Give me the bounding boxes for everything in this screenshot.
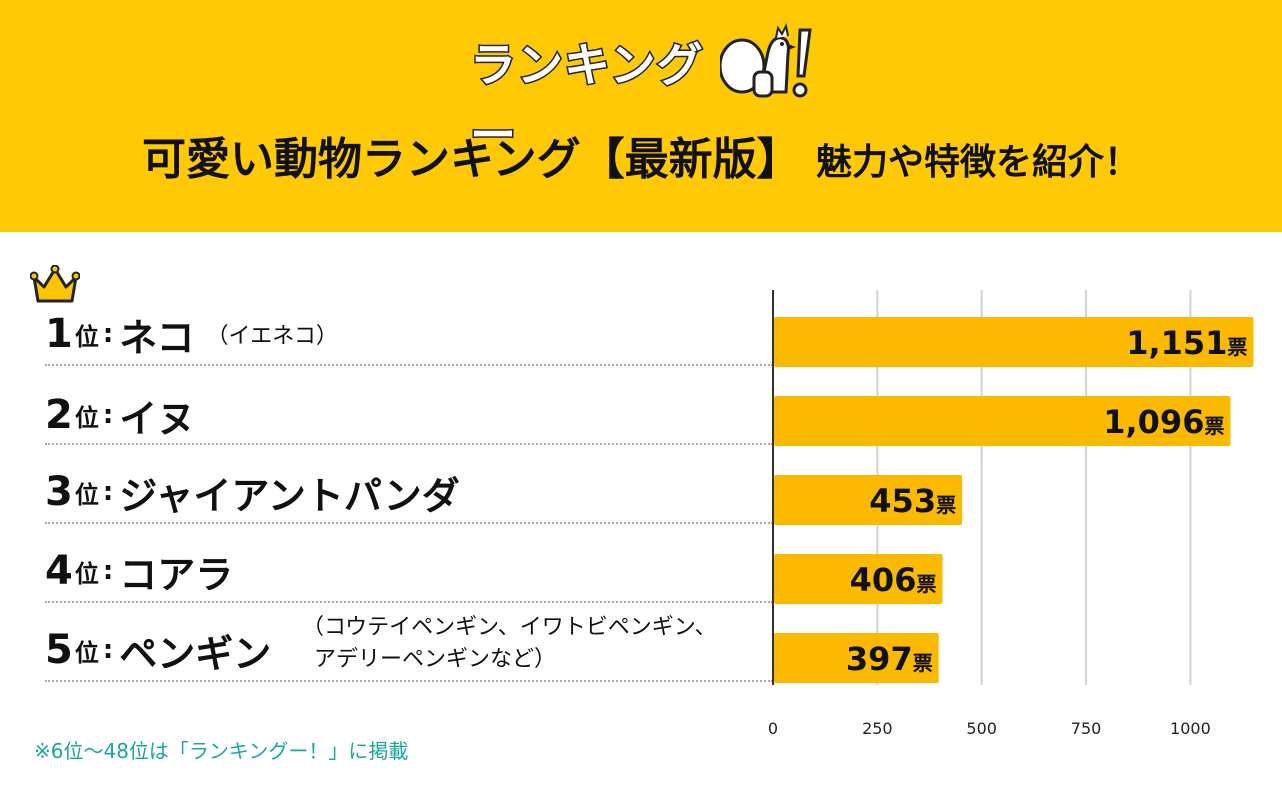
animal-name: イヌ	[119, 396, 196, 441]
animal-name: コアラ	[119, 552, 234, 597]
header-banner: ランキングー 可愛い動物ランキング【最新版】 魅力や特徴を紹介！	[0, 0, 1282, 232]
crown-icon	[30, 265, 80, 303]
x-tick-label: 0	[768, 719, 778, 738]
ranking-row-2[interactable]: 2 位 : イヌ	[45, 385, 195, 445]
bar-value-label: 406票	[850, 561, 937, 599]
animal-note: （イエネコ）	[206, 324, 338, 349]
bar-value: 397	[846, 640, 913, 678]
animal-note: （コウテイペンギン、イワトビペンギン、 アデリーペンギンなど）	[302, 612, 762, 676]
x-tick-label: 1000	[1170, 719, 1211, 738]
chicken-mascot-icon	[720, 22, 812, 98]
bar-value: 1,151	[1126, 324, 1227, 362]
note-line-1: （コウテイペンギン、イワトビペンギン、	[302, 615, 717, 640]
rank-suffix: 位	[74, 638, 99, 667]
rank-number: 1	[45, 311, 73, 357]
bar-value-label: 453票	[869, 482, 956, 520]
rank-number: 5	[45, 627, 73, 673]
rank-number: 3	[45, 469, 73, 515]
bar-unit: 票	[1204, 414, 1224, 438]
rank-suffix: 位	[74, 480, 99, 509]
rank-number: 2	[45, 392, 73, 438]
bar[interactable]	[774, 633, 939, 683]
page-title: 可愛い動物ランキング【最新版】 魅力や特徴を紹介！	[0, 125, 1282, 195]
x-tick-label: 750	[1071, 719, 1102, 738]
rank-colon: :	[102, 477, 114, 507]
ranking-row-3[interactable]: 3 位 : ジャイアントパンダ	[45, 462, 460, 522]
rank-colon: :	[102, 635, 114, 665]
title-sub: 魅力や特徴を紹介！	[816, 142, 1141, 183]
rank-number: 4	[45, 548, 73, 594]
row-divider	[45, 443, 773, 445]
rank-colon: :	[102, 400, 114, 430]
footnote[interactable]: ※6位〜48位は「ランキングー！」に掲載	[34, 739, 409, 763]
row-divider	[45, 601, 773, 603]
rank-colon: :	[102, 556, 114, 586]
x-tick-label: 500	[966, 719, 997, 738]
animal-name: ペンギン	[119, 631, 272, 676]
animal-name: ジャイアントパンダ	[119, 473, 460, 518]
rank-suffix: 位	[74, 322, 99, 351]
bar[interactable]	[774, 317, 1254, 367]
bar[interactable]	[774, 396, 1231, 446]
bar-value: 1,096	[1103, 403, 1204, 441]
bar-unit: 票	[1227, 335, 1247, 359]
title-main: 可愛い動物ランキング【最新版】	[141, 134, 801, 185]
bar-unit: 票	[913, 651, 933, 675]
x-tick-label: 250	[862, 719, 893, 738]
ranking-row-4[interactable]: 4 位 : コアラ	[45, 541, 233, 601]
logo-text: ランキングー	[469, 37, 705, 164]
bar-unit: 票	[936, 493, 956, 517]
animal-name: ネコ	[119, 315, 195, 360]
bar-value-label: 397票	[846, 640, 933, 678]
bar[interactable]	[774, 475, 963, 525]
bar-value: 406	[850, 561, 917, 599]
bar-unit: 票	[916, 572, 936, 596]
ranking-row-1[interactable]: 1 位 : ネコ （イエネコ）	[45, 304, 338, 364]
ranking-row-5[interactable]: 5 位 : ペンギン	[45, 620, 271, 680]
bar-value-label: 1,096票	[1103, 403, 1224, 441]
rank-suffix: 位	[74, 559, 99, 588]
row-divider	[45, 364, 773, 366]
bar-value: 453	[869, 482, 936, 520]
row-divider	[45, 680, 773, 682]
rank-colon: :	[102, 319, 114, 349]
rank-suffix: 位	[74, 403, 99, 432]
bar[interactable]	[774, 554, 943, 604]
bar-value-label: 1,151票	[1126, 324, 1247, 362]
note-line-2: アデリーペンギンなど）	[314, 647, 557, 672]
row-divider	[45, 522, 773, 524]
site-logo[interactable]: ランキングー	[469, 22, 815, 164]
